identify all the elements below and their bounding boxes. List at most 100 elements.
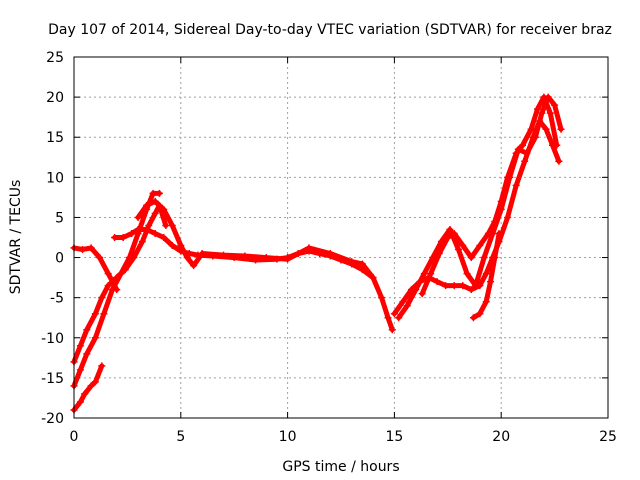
data-point: [557, 125, 565, 133]
data-point: [160, 205, 168, 213]
data-point: [76, 342, 84, 350]
y-axis-label: SDTVAR / TECUs: [8, 180, 24, 295]
data-point: [378, 294, 386, 302]
data-point: [149, 189, 157, 197]
data-point: [160, 234, 168, 241]
data-point: [168, 221, 176, 229]
series-line: [71, 363, 105, 413]
data-point: [390, 310, 398, 318]
data-point: [519, 141, 527, 149]
data-point: [512, 149, 520, 157]
y-tick-label: -15: [41, 371, 64, 387]
data-point: [482, 270, 490, 278]
data-point: [521, 157, 529, 165]
data-point: [220, 251, 228, 259]
data-point: [504, 173, 512, 181]
data-point: [480, 254, 488, 262]
data-point: [420, 270, 428, 278]
y-tick-label: 15: [46, 130, 64, 146]
x-tick-label: 25: [599, 429, 617, 445]
y-tick-label: 0: [55, 251, 64, 267]
data-point: [151, 209, 159, 217]
data-point: [463, 270, 471, 278]
data-point: [476, 242, 484, 250]
data-point: [454, 246, 462, 254]
data-point: [305, 244, 313, 252]
plot-border: [73, 56, 609, 419]
data-point: [79, 246, 87, 254]
data-point: [403, 302, 411, 310]
data-point: [91, 334, 99, 342]
data-point: [104, 270, 112, 278]
data-point: [555, 157, 563, 165]
data-point: [134, 225, 142, 233]
data-point: [446, 225, 454, 233]
data-point: [388, 326, 396, 334]
x-tick-label: 15: [385, 429, 403, 445]
data-point: [491, 254, 499, 262]
x-tick-label: 0: [70, 429, 79, 445]
data-point: [151, 229, 159, 237]
data-point: [326, 250, 334, 258]
data-point: [450, 282, 458, 290]
x-tick-label: 5: [176, 429, 185, 445]
data-point: [91, 378, 99, 386]
data-series: [70, 93, 565, 414]
data-point: [91, 310, 99, 318]
data-point: [162, 221, 170, 229]
data-point: [551, 101, 559, 109]
y-tick-label: 10: [46, 170, 64, 186]
x-axis-label: GPS time / hours: [282, 459, 399, 475]
data-point: [484, 229, 492, 237]
data-point: [128, 229, 136, 237]
data-point: [87, 382, 95, 390]
data-point: [369, 274, 377, 282]
data-point: [143, 225, 151, 233]
data-point: [442, 282, 450, 290]
data-point: [542, 125, 550, 133]
data-point: [546, 109, 554, 117]
y-tick-label: -20: [41, 411, 64, 427]
data-point: [435, 250, 443, 258]
data-point: [143, 201, 151, 209]
series-track-9: [418, 93, 561, 298]
data-point: [76, 398, 84, 406]
data-point: [395, 314, 403, 322]
data-point: [134, 213, 142, 221]
data-point: [262, 254, 270, 262]
data-point: [183, 254, 191, 262]
data-point: [467, 286, 475, 294]
data-point: [119, 234, 127, 241]
data-point: [433, 278, 441, 286]
data-point: [151, 197, 159, 205]
data-point: [87, 244, 95, 252]
data-point: [155, 189, 163, 197]
data-point: [553, 141, 561, 149]
y-tick-label: -10: [41, 331, 64, 347]
data-point: [117, 270, 125, 278]
x-tick-label: 10: [279, 429, 297, 445]
y-tick-labels: -20 -15 -10 -5 0 5 10 15 20 25: [41, 50, 64, 427]
y-tick-label: 20: [46, 90, 64, 106]
data-point: [98, 362, 106, 370]
data-point: [348, 258, 356, 266]
data-point: [96, 254, 104, 262]
series-track-8: [395, 93, 565, 322]
data-point: [504, 213, 512, 221]
y-tick-label: -5: [50, 291, 64, 307]
data-point: [412, 286, 420, 294]
data-point: [126, 254, 134, 262]
data-point: [76, 366, 84, 374]
data-point: [476, 310, 484, 318]
data-point: [83, 350, 91, 358]
data-point: [495, 229, 503, 237]
data-point: [241, 252, 249, 260]
data-point: [459, 282, 467, 290]
x-tick-labels: 0 5 10 15 20 25: [70, 429, 617, 445]
y-tick-label: 25: [46, 50, 64, 66]
data-point: [399, 298, 407, 306]
data-point: [100, 310, 108, 318]
data-point: [384, 314, 392, 322]
